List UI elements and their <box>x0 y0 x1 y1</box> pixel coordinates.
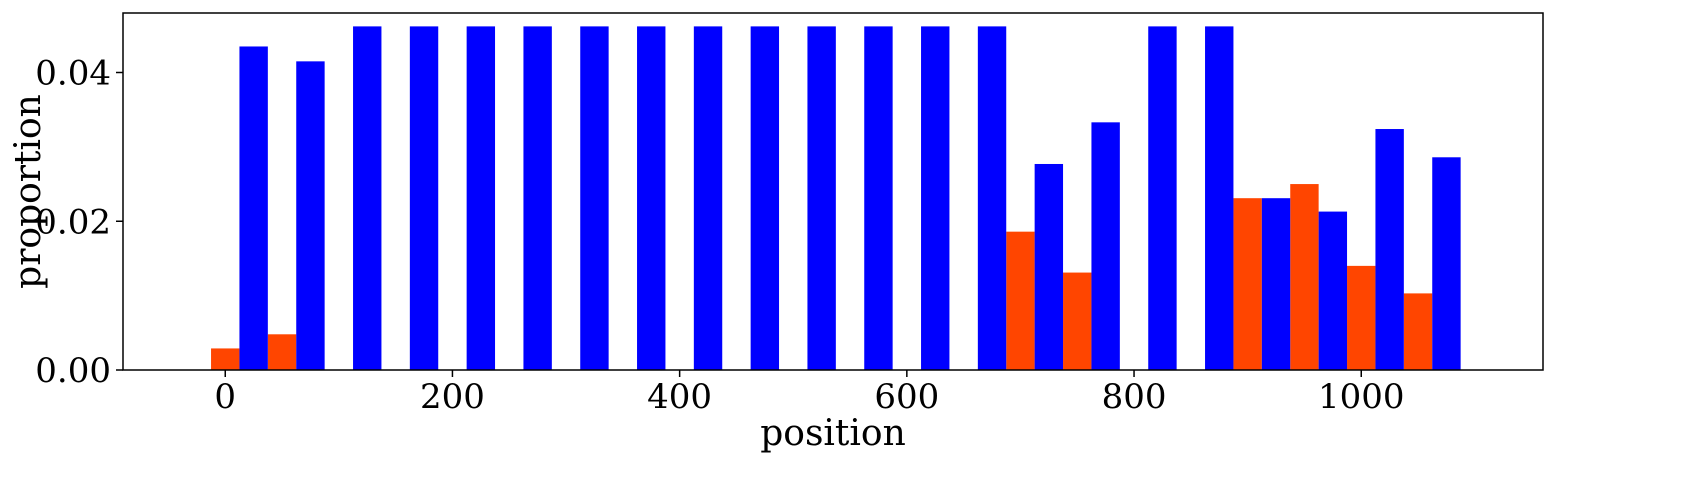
y-axis: 0.00 0.02 0.04 <box>35 54 123 391</box>
bar-series0-5 <box>1290 184 1319 370</box>
bar-series1-16 <box>1148 26 1177 370</box>
bar-series1-12 <box>921 26 950 370</box>
bar-series1-1 <box>296 61 325 370</box>
bar-series1-18 <box>1261 198 1291 370</box>
x-tick-label: 1000 <box>1318 377 1405 417</box>
bar-series1-5 <box>523 26 552 370</box>
plot-frame <box>122 12 1544 371</box>
bars-layer <box>211 26 1461 370</box>
x-axis-label: position <box>760 413 906 454</box>
bar-series0-3 <box>1063 272 1092 370</box>
bar-series1-19 <box>1318 211 1348 370</box>
bar-series1-4 <box>466 26 496 370</box>
bar-series1-9 <box>750 26 780 370</box>
x-tick-label: 600 <box>874 377 939 417</box>
bar-series1-8 <box>693 26 723 370</box>
x-tick-label: 0 <box>214 377 236 417</box>
bar-series0-0 <box>211 348 240 370</box>
bar-series1-17 <box>1205 26 1234 370</box>
bar-series1-13 <box>977 26 1007 370</box>
bar-series1-3 <box>409 26 439 370</box>
bar-series1-11 <box>864 26 893 370</box>
bar-series1-2 <box>353 26 382 370</box>
x-tick-label: 400 <box>647 377 712 417</box>
y-axis-label: proportion <box>8 94 49 289</box>
bar-series1-0 <box>239 46 268 370</box>
bar-series0-4 <box>1233 198 1262 370</box>
bar-series0-1 <box>267 334 297 370</box>
bar-series0-7 <box>1403 293 1433 370</box>
x-tick-label: 200 <box>420 377 485 417</box>
bar-series1-10 <box>807 26 836 370</box>
y-tick-label: 0.02 <box>35 202 111 242</box>
x-axis: 0 200 400 600 800 1000 <box>214 370 1405 417</box>
bar-series0-2 <box>1006 231 1035 370</box>
x-tick-label: 800 <box>1102 377 1167 417</box>
bar-series1-15 <box>1091 122 1120 370</box>
bar-series1-7 <box>637 26 666 370</box>
bar-series1-6 <box>580 26 609 370</box>
y-tick-label: 0.00 <box>35 351 111 391</box>
bar-series1-14 <box>1034 163 1064 370</box>
bar-series1-21 <box>1432 157 1461 370</box>
bar-series1-20 <box>1375 129 1404 370</box>
bar-series0-6 <box>1347 265 1376 370</box>
y-tick-label: 0.04 <box>35 54 111 94</box>
